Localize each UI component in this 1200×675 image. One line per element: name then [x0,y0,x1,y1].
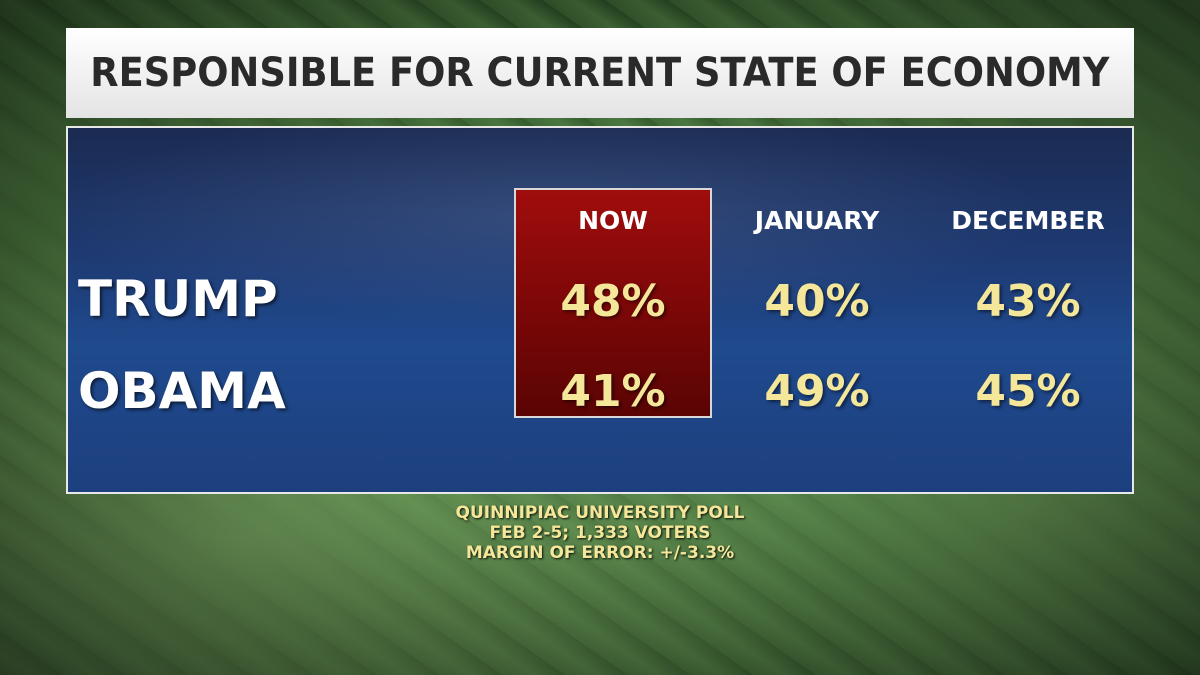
source-line-dates: FEB 2-5; 1,333 VOTERS [489,523,711,543]
row-label-obama: OBAMA [78,362,286,420]
chart-title: RESPONSIBLE FOR CURRENT STATE OF ECONOMY [90,50,1110,96]
column-header-now: NOW [578,206,648,235]
cell-obama-january: 49% [764,366,870,417]
poll-source: QUINNIPIAC UNIVERSITY POLL FEB 2-5; 1,33… [380,503,820,563]
source-line-margin: MARGIN OF ERROR: +/-3.3% [465,543,735,563]
cell-obama-december: 45% [975,366,1081,417]
poll-table-panel: NOW JANUARY DECEMBER TRUMP OBAMA 48% 40%… [66,126,1134,494]
source-line-poll: QUINNIPIAC UNIVERSITY POLL [455,503,745,523]
cell-trump-december: 43% [975,276,1081,327]
now-column-highlight [514,188,712,418]
column-header-january: JANUARY [754,206,880,235]
column-header-december: DECEMBER [951,206,1105,235]
cell-obama-now: 41% [560,366,666,417]
cell-trump-now: 48% [560,276,666,327]
cell-trump-january: 40% [764,276,870,327]
row-label-trump: TRUMP [78,270,278,328]
title-bar: RESPONSIBLE FOR CURRENT STATE OF ECONOMY [66,28,1134,118]
